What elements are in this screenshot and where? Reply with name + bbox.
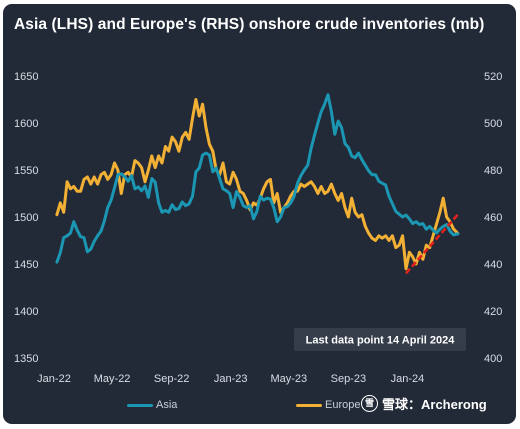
x-axis-tick-Sep-22: Sep-22 — [154, 373, 189, 385]
legend-swatch-asia — [127, 403, 153, 407]
x-axis-ticks: Jan-22 May-22 Sep-22 Jan-23 May-23 Sep-23 Jan-… — [37, 373, 424, 385]
right-axis-tick-500: 500 — [484, 118, 502, 130]
right-axis-tick-520: 520 — [484, 71, 502, 83]
legend-label-asia: Asia — [156, 399, 178, 411]
right-axis-ticks: 400 420 440 460 480 500 520 — [484, 71, 502, 365]
watermark: 雪 雪球：Archerong — [361, 394, 487, 413]
trend-layer — [404, 213, 459, 275]
right-axis-tick-480: 480 — [484, 165, 502, 177]
trend-line — [404, 213, 459, 275]
left-axis-tick-1350: 1350 — [14, 353, 38, 365]
watermark-logo-icon: 雪 — [361, 395, 378, 412]
series-line-europe — [55, 98, 460, 271]
left-axis-ticks: 1350 1400 1450 1500 1550 1600 1650 — [14, 71, 38, 365]
right-axis-tick-440: 440 — [484, 259, 502, 271]
last-data-note-text: Last data point 14 April 2024 — [306, 335, 456, 347]
right-axis-tick-400: 400 — [484, 353, 502, 365]
last-data-note-box — [294, 328, 466, 351]
legend-label-europe: Europe — [325, 399, 361, 411]
left-axis-tick-1600: 1600 — [14, 118, 38, 130]
left-axis-tick-1550: 1550 — [14, 165, 38, 177]
x-axis-tick-Jan-24: Jan-24 — [391, 373, 425, 385]
legend-item-europe: Europe — [296, 398, 360, 412]
left-axis-tick-1400: 1400 — [14, 306, 38, 318]
x-axis-tick-Jan-22: Jan-22 — [37, 373, 71, 385]
x-axis-tick-Jan-23: Jan-23 — [214, 373, 248, 385]
chart-title: Asia (LHS) and Europe's (RHS) onshore cr… — [14, 16, 485, 33]
right-axis-tick-420: 420 — [484, 306, 502, 318]
series-line-asia — [55, 93, 460, 264]
legend-swatch-europe — [296, 403, 322, 407]
left-axis-tick-1500: 1500 — [14, 212, 38, 224]
right-axis-tick-460: 460 — [484, 212, 502, 224]
left-axis-tick-1650: 1650 — [14, 71, 38, 83]
x-axis-tick-May-23: May-23 — [270, 373, 307, 385]
series-layer — [55, 93, 460, 271]
left-axis-tick-1450: 1450 — [14, 259, 38, 271]
last-data-note: Last data point 14 April 2024 — [294, 328, 466, 351]
x-axis-tick-Sep-23: Sep-23 — [331, 373, 366, 385]
watermark-text: 雪球：Archerong — [382, 397, 487, 412]
x-axis-tick-May-22: May-22 — [94, 373, 131, 385]
chart-card: Asia (LHS) and Europe's (RHS) onshore cr… — [3, 4, 516, 424]
legend-item-asia: Asia — [127, 398, 177, 412]
